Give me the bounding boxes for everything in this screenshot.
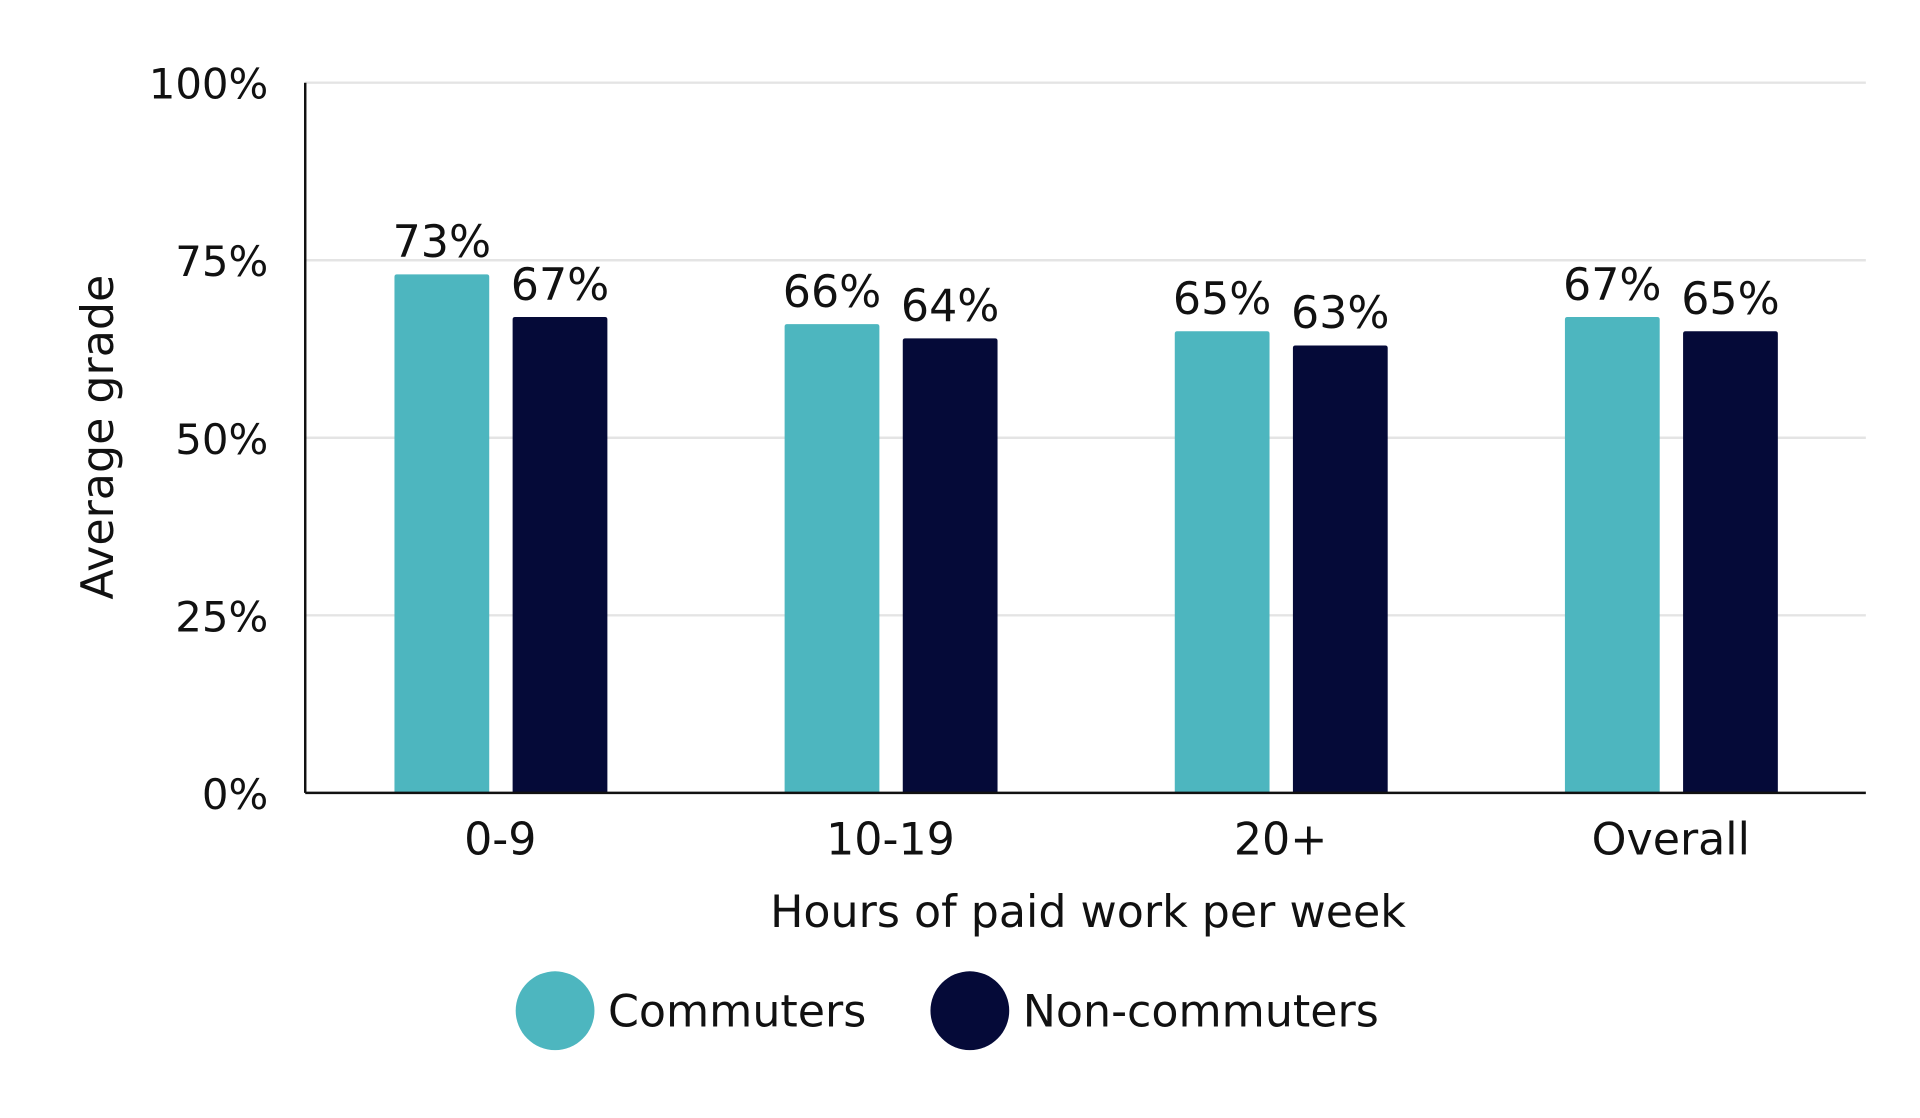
y-tick-label: 75% xyxy=(175,237,268,286)
legend: Commuters Non-commuters xyxy=(515,971,1379,1051)
data-label: 63% xyxy=(1291,288,1389,339)
x-tick-label: 0-9 xyxy=(464,814,536,865)
x-tick-label: 20+ xyxy=(1234,814,1327,865)
y-tick-label: 0% xyxy=(202,770,268,819)
bar-commuters-overall xyxy=(1564,317,1660,793)
data-label: 64% xyxy=(901,281,999,332)
y-axis-ticks: 0% 25% 50% 75% 100% xyxy=(149,60,269,819)
data-label: 65% xyxy=(1173,274,1271,325)
legend-item-commuters[interactable]: Commuters xyxy=(515,971,867,1051)
y-tick-label: 100% xyxy=(149,60,269,109)
bar-commuters-20+ xyxy=(1174,331,1270,793)
legend-label-non-commuters: Non-commuters xyxy=(1023,987,1379,1038)
data-label: 67% xyxy=(1563,260,1661,311)
legend-item-non-commuters[interactable]: Non-commuters xyxy=(930,971,1379,1051)
legend-label-commuters: Commuters xyxy=(608,987,866,1038)
x-tick-label: Overall xyxy=(1592,814,1750,865)
data-label: 66% xyxy=(783,267,881,318)
bar-commuters-10-19 xyxy=(784,324,880,793)
bars: 73% 67% 66% 64% 65% 63% 67% 65% xyxy=(393,217,1780,793)
bar-non-commuters-20+ xyxy=(1292,345,1388,793)
legend-swatch-commuters xyxy=(515,971,595,1051)
bar-non-commuters-overall xyxy=(1683,331,1778,793)
data-label: 73% xyxy=(393,217,491,268)
y-tick-label: 50% xyxy=(175,415,268,464)
bar-non-commuters-0-9 xyxy=(512,317,608,793)
x-axis-label: Hours of paid work per week xyxy=(770,887,1406,938)
x-axis-ticks: 0-9 10-19 20+ Overall xyxy=(464,814,1750,865)
y-tick-label: 25% xyxy=(175,592,268,641)
y-axis-label: Average grade xyxy=(73,275,124,600)
data-label: 65% xyxy=(1681,274,1779,325)
x-tick-label: 10-19 xyxy=(826,814,955,865)
data-label: 67% xyxy=(511,260,609,311)
bar-commuters-0-9 xyxy=(394,274,490,793)
legend-swatch-non-commuters xyxy=(930,971,1010,1051)
bar-non-commuters-10-19 xyxy=(902,338,998,793)
